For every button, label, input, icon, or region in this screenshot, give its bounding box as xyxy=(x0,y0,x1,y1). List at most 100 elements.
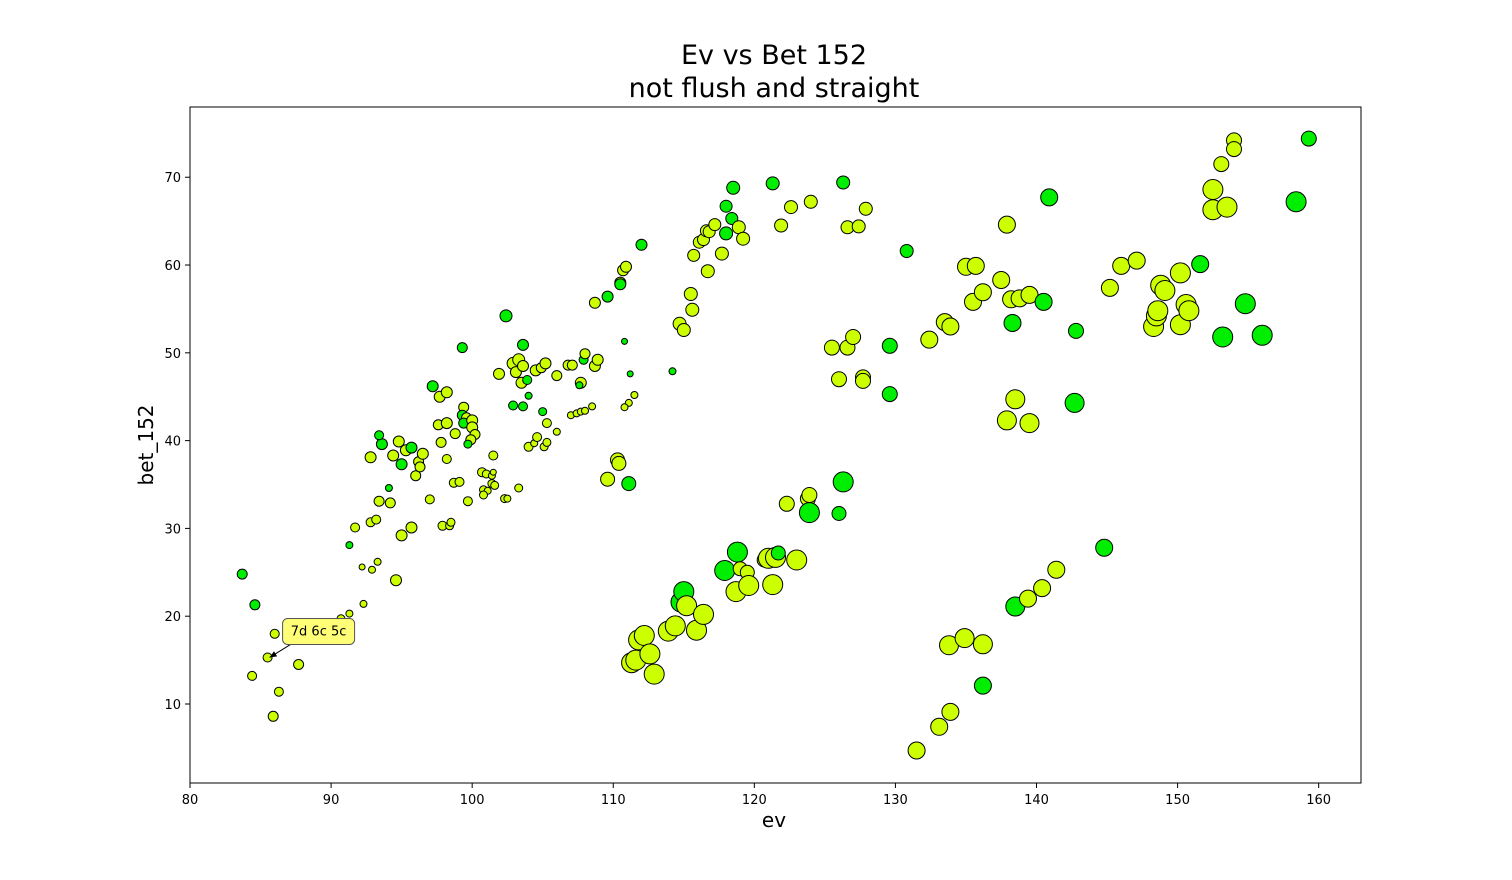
data-point xyxy=(851,219,866,234)
data-point xyxy=(630,391,639,399)
data-point xyxy=(823,339,840,356)
data-point xyxy=(1019,413,1040,434)
chart-title: Ev vs Bet 152 xyxy=(681,40,867,71)
annotation-arrowhead xyxy=(269,651,278,658)
data-point xyxy=(639,643,661,665)
data-point xyxy=(414,461,426,473)
data-point xyxy=(855,372,871,389)
data-point xyxy=(1191,255,1210,274)
data-point xyxy=(774,218,789,233)
data-point xyxy=(522,375,533,385)
x-tick-label: 140 xyxy=(1024,793,1049,808)
data-point xyxy=(726,180,741,195)
data-point xyxy=(1019,589,1037,608)
data-point xyxy=(1064,392,1085,413)
data-point xyxy=(499,309,513,323)
data-point xyxy=(424,494,435,505)
data-point xyxy=(440,386,453,399)
data-point xyxy=(1034,292,1053,311)
data-point xyxy=(700,264,715,279)
data-point xyxy=(395,529,408,542)
data-point xyxy=(683,287,698,301)
data-point xyxy=(390,574,402,587)
data-point xyxy=(941,317,960,336)
data-point xyxy=(611,455,627,471)
data-point xyxy=(490,480,500,490)
data-point xyxy=(832,471,854,493)
data-point xyxy=(247,670,258,681)
data-point xyxy=(375,438,388,451)
data-point xyxy=(708,218,722,232)
data-point xyxy=(405,441,418,454)
data-point xyxy=(693,603,714,625)
data-point xyxy=(350,522,361,533)
data-point xyxy=(714,246,729,261)
data-point xyxy=(416,447,429,460)
data-point xyxy=(508,400,519,411)
x-tick-label: 100 xyxy=(460,793,485,808)
data-point xyxy=(941,702,960,721)
data-point xyxy=(371,514,382,525)
data-point xyxy=(588,402,597,411)
data-point xyxy=(770,545,786,561)
y-tick-label: 10 xyxy=(164,698,181,713)
data-point xyxy=(620,260,632,273)
data-point xyxy=(719,199,733,213)
data-point xyxy=(803,194,818,209)
x-tick-label: 160 xyxy=(1306,793,1331,808)
data-point xyxy=(1095,538,1114,557)
data-point xyxy=(738,575,760,596)
y-tick-label: 30 xyxy=(164,522,181,537)
data-point xyxy=(1147,300,1169,322)
data-point xyxy=(973,676,992,695)
x-tick-label: 80 xyxy=(182,793,199,808)
data-point xyxy=(600,471,616,487)
data-point xyxy=(426,380,439,393)
x-tick-label: 120 xyxy=(742,793,767,808)
data-point xyxy=(514,483,524,493)
data-point xyxy=(551,370,563,382)
y-axis-label: bet_152 xyxy=(134,404,158,485)
data-point xyxy=(614,278,627,291)
data-point xyxy=(588,296,601,309)
data-point xyxy=(831,506,847,521)
data-point xyxy=(831,371,847,388)
data-point xyxy=(621,476,637,492)
data-point xyxy=(966,256,985,275)
x-tick-label: 130 xyxy=(883,793,908,808)
data-point xyxy=(489,468,497,476)
y-tick-label: 60 xyxy=(164,259,181,274)
data-point xyxy=(395,458,408,471)
data-point xyxy=(664,615,686,637)
annotation-box xyxy=(282,617,356,645)
data-point xyxy=(345,541,354,550)
data-point xyxy=(1251,324,1273,346)
data-point xyxy=(262,652,273,663)
data-point xyxy=(626,370,634,378)
data-point xyxy=(1213,156,1230,173)
data-point xyxy=(373,557,382,566)
data-point xyxy=(440,417,453,430)
data-point xyxy=(1127,251,1146,270)
data-point xyxy=(293,659,305,670)
data-point xyxy=(719,226,734,241)
data-point xyxy=(456,342,468,354)
data-point xyxy=(539,357,552,370)
data-point xyxy=(714,560,736,581)
data-point xyxy=(1285,191,1307,213)
plot-frame xyxy=(189,106,1362,784)
data-point xyxy=(1226,141,1242,158)
data-point xyxy=(541,418,552,429)
data-point xyxy=(762,574,784,596)
points-layer xyxy=(236,130,1317,760)
data-point xyxy=(581,406,589,415)
data-point xyxy=(269,628,280,639)
data-point xyxy=(1154,280,1176,301)
plot-area xyxy=(190,107,1361,783)
data-point xyxy=(1005,389,1026,410)
y-tick-label: 70 xyxy=(164,171,181,186)
y-tick-label: 50 xyxy=(164,347,181,362)
y-tick-label: 40 xyxy=(164,435,181,450)
data-point xyxy=(1216,196,1238,218)
y-axis-ticks: 10 20 30 40 50 60 70 xyxy=(164,171,190,713)
